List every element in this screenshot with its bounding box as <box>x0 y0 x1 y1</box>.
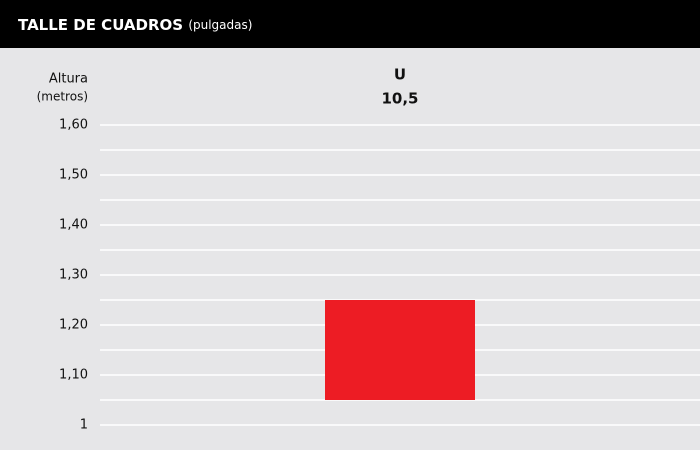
y-tick-label: 1,60 <box>59 118 88 133</box>
y-tick-label: 1,20 <box>59 318 88 333</box>
category-sublabel: 10,5 <box>381 90 418 108</box>
y-tick-label: 1,40 <box>59 218 88 233</box>
y-tick-label: 1 <box>80 418 88 433</box>
y-tick-label: 1,10 <box>59 368 88 383</box>
category-label: U <box>394 66 406 84</box>
y-axis-label: (metros) <box>37 90 88 104</box>
y-tick-label: 1,50 <box>59 168 88 183</box>
chart-title: TALLE DE CUADROS (pulgadas) <box>18 16 252 34</box>
title-unit: (pulgadas) <box>188 18 252 32</box>
header-band <box>0 0 700 48</box>
y-axis-label: Altura <box>49 72 88 87</box>
y-tick-label: 1,30 <box>59 268 88 283</box>
bar <box>325 300 475 400</box>
title-main: TALLE DE CUADROS <box>18 16 183 34</box>
